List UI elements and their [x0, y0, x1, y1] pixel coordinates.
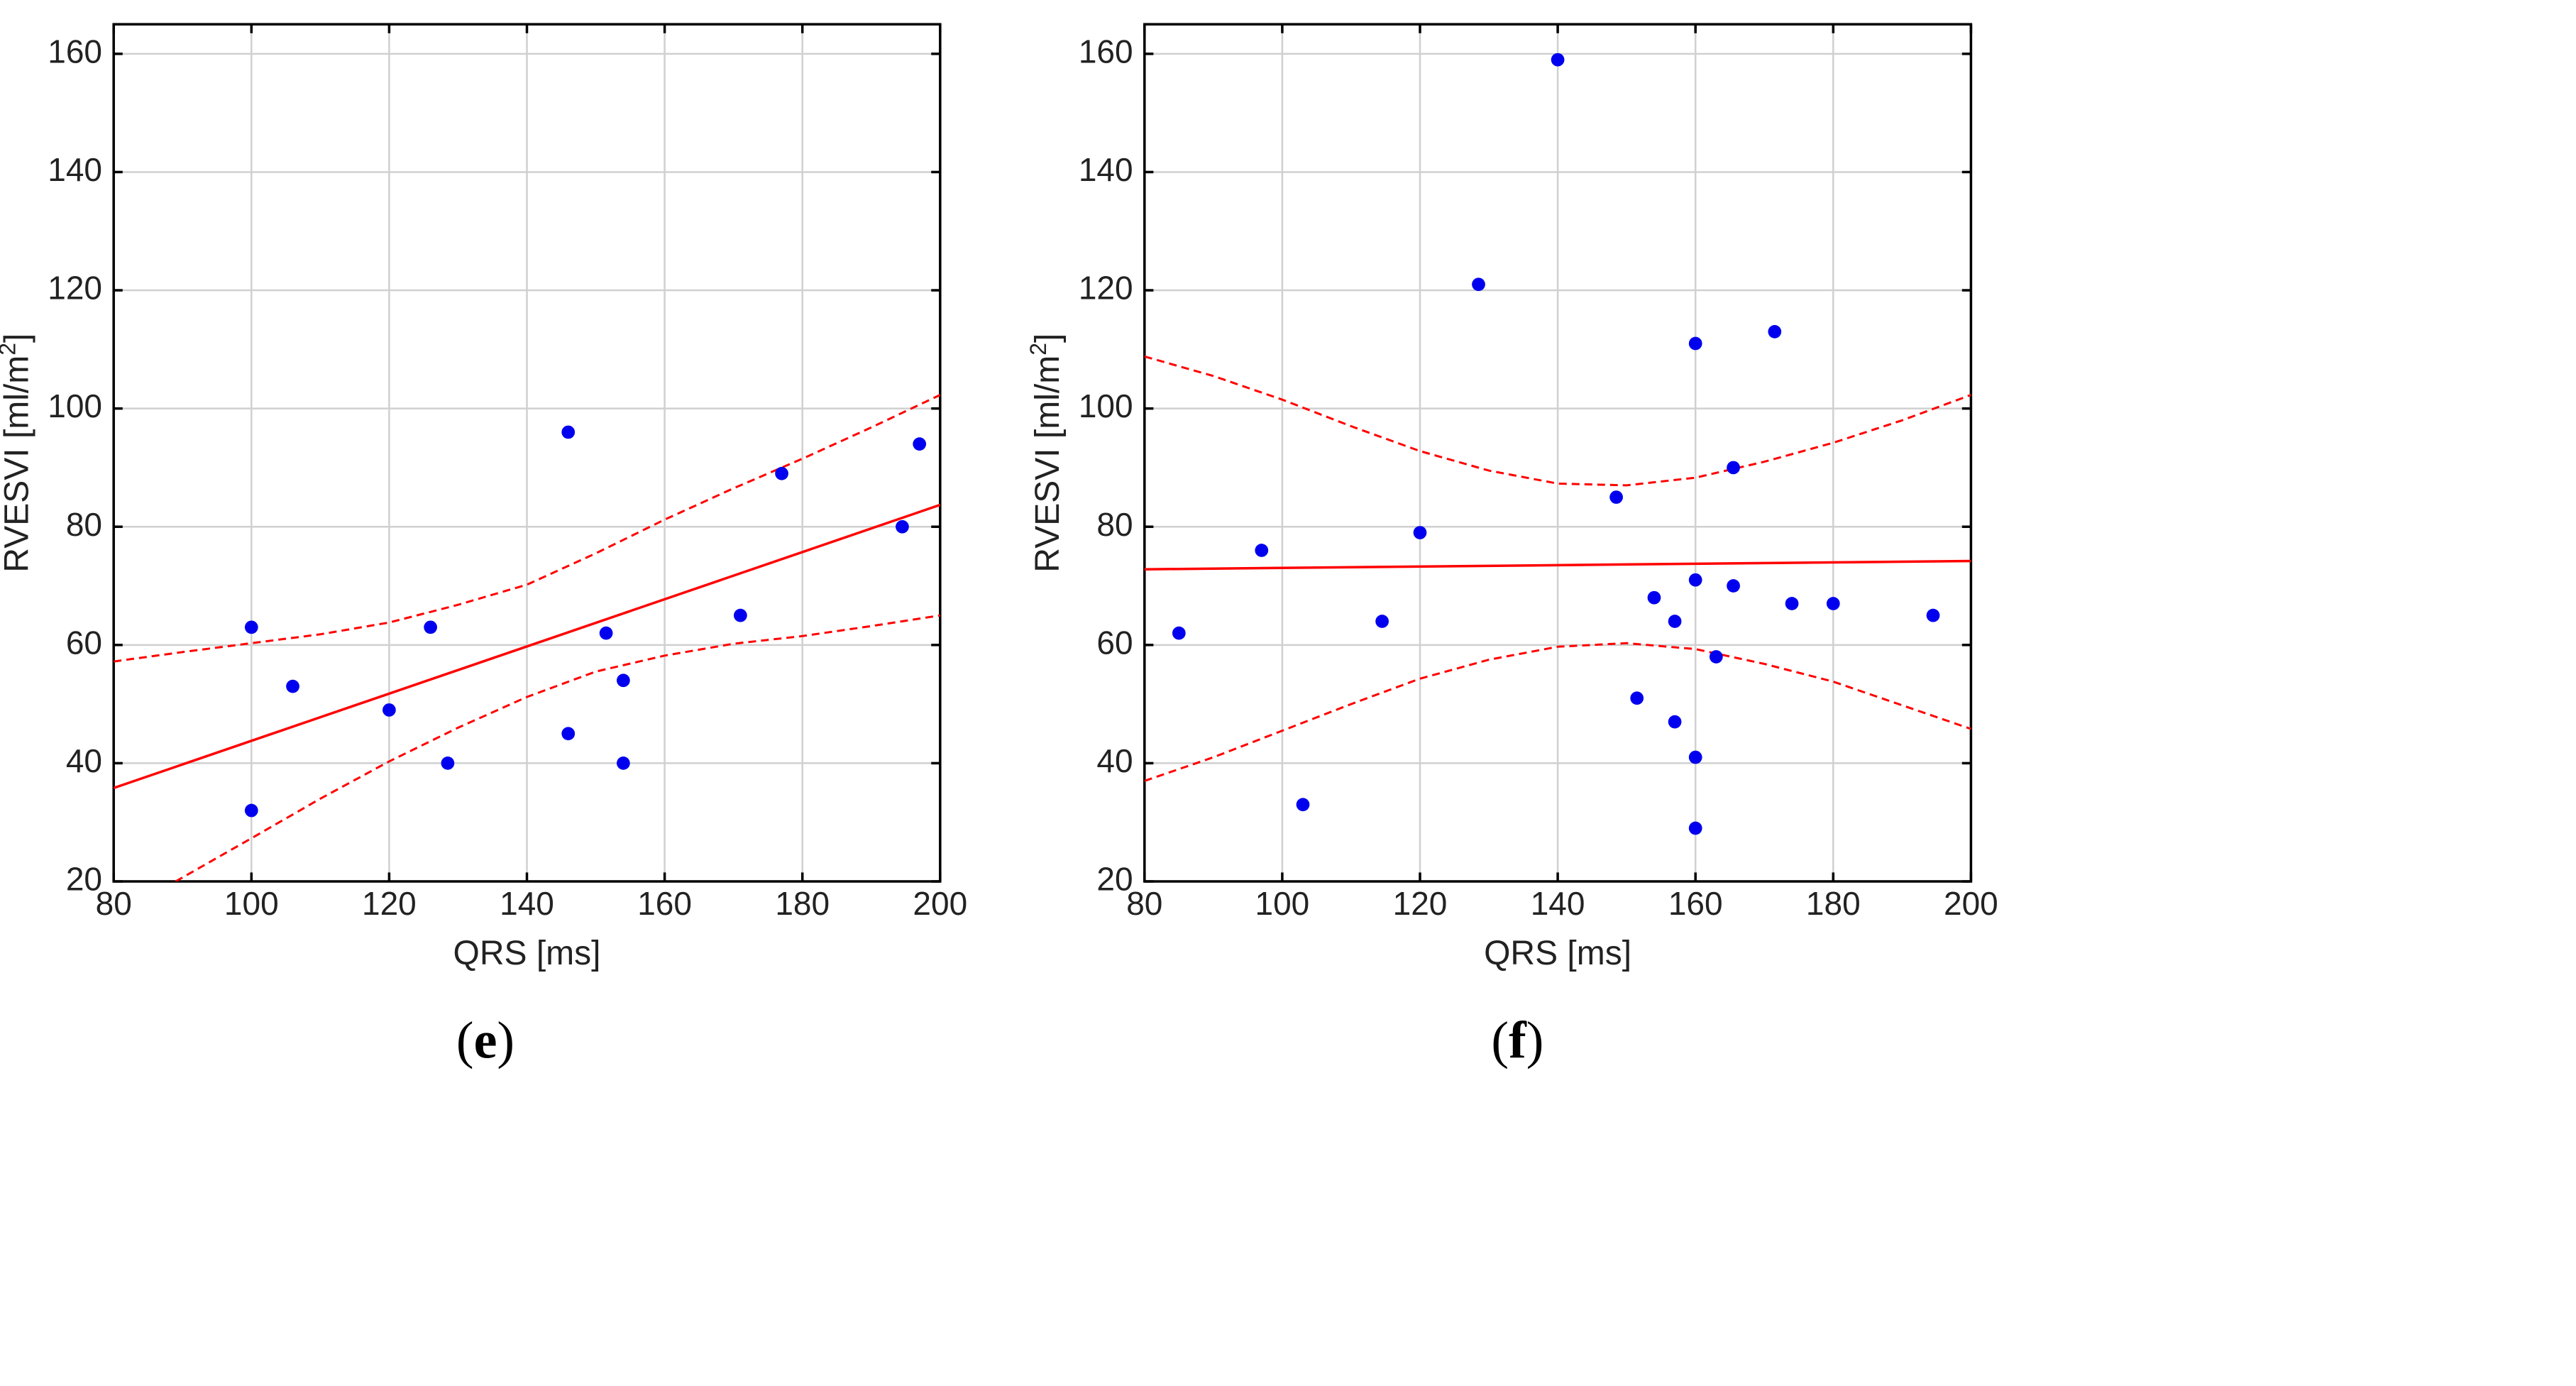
data-point: [382, 703, 396, 717]
panel-label-close: ): [497, 1011, 514, 1069]
panel-label-open: (: [456, 1011, 474, 1069]
data-point: [1768, 324, 1782, 339]
y-tick-label: 60: [1096, 624, 1133, 661]
data-point: [1785, 597, 1799, 610]
data-point: [896, 519, 909, 534]
data-point: [1172, 626, 1186, 640]
ci-lower-line: [1144, 642, 1971, 782]
data-point: [1688, 336, 1702, 351]
y-axis-title-text: RVESVI [ml/m: [1029, 356, 1067, 573]
y-tick-label: 20: [66, 861, 102, 898]
panel-label: (f): [1491, 1011, 1543, 1069]
x-tick-label: 100: [224, 885, 279, 922]
x-tick-label: 200: [913, 885, 967, 922]
panel-f: 80 100 120 140 160 180 200 20 40 60 80 100 120 140 160…: [1025, 23, 1998, 1069]
data-point: [913, 437, 927, 451]
y-axis-title: RVESVI [ml/m2]: [1025, 334, 1067, 573]
x-tick-label: 200: [1944, 885, 1998, 922]
data-point: [1296, 798, 1310, 812]
data-point: [617, 757, 630, 770]
data-point: [1688, 750, 1702, 764]
panel-e: 80 100 120 140 160 180 200 20 40 60 80 100 120 140 160…: [0, 23, 967, 1069]
y-axis-title-end: ]: [0, 334, 36, 343]
x-tick-label: 120: [1393, 885, 1448, 922]
ci-lower-line: [175, 614, 940, 882]
data-point: [441, 757, 455, 770]
data-point: [1551, 53, 1565, 67]
y-axis-title-superscript: 2: [1025, 343, 1051, 356]
data-point: [1668, 715, 1682, 729]
y-tick-label: 140: [1079, 151, 1133, 188]
x-tick-label: 100: [1255, 885, 1310, 922]
data-point: [1688, 821, 1702, 835]
panel-label-letter: f: [1509, 1011, 1527, 1069]
data-point: [1688, 573, 1702, 587]
y-tick-label: 120: [48, 270, 102, 307]
x-tick-label: 140: [500, 885, 554, 922]
y-axis-title-end: ]: [1029, 334, 1067, 343]
y-tick-label: 160: [48, 33, 102, 70]
data-point: [1472, 277, 1485, 292]
ci-upper-line: [1144, 355, 1971, 487]
data-point: [1826, 597, 1840, 610]
x-tick-label: 80: [96, 885, 132, 922]
panel-label-open: (: [1491, 1011, 1509, 1069]
y-tick-label: 100: [1079, 387, 1133, 424]
regression-lines: [114, 394, 940, 882]
y-tick-label: 40: [1096, 742, 1133, 779]
data-point: [617, 673, 630, 688]
data-point: [733, 608, 747, 622]
panel-label-letter: e: [474, 1011, 497, 1069]
x-axis-title: QRS [ms]: [1484, 935, 1631, 972]
y-tick-label: 160: [1079, 33, 1133, 70]
y-tick-label: 140: [48, 151, 102, 188]
y-tick-label: 40: [66, 742, 102, 779]
x-tick-label: 180: [775, 885, 830, 922]
x-tick-label: 120: [362, 885, 417, 922]
x-axis-title: QRS [ms]: [453, 935, 600, 972]
data-point: [286, 679, 299, 693]
data-point: [1727, 579, 1740, 593]
y-axis-title: RVESVI [ml/m2]: [0, 334, 36, 573]
data-point: [561, 727, 576, 741]
fit-line: [114, 503, 940, 790]
panel-label: (e): [456, 1011, 514, 1069]
y-tick-label: 100: [48, 387, 102, 424]
data-point: [1926, 608, 1940, 622]
x-tick-label: 140: [1531, 885, 1585, 922]
data-point: [1375, 615, 1389, 628]
panel-label-close: ): [1526, 1011, 1544, 1069]
regression-lines: [1144, 355, 1971, 782]
fit-line: [1144, 559, 1971, 571]
data-point: [1609, 490, 1623, 504]
data-point: [1647, 590, 1661, 605]
y-tick-label: 120: [1079, 270, 1133, 307]
data-point: [775, 466, 788, 480]
y-tick-label: 60: [66, 624, 102, 661]
x-tick-label: 180: [1806, 885, 1861, 922]
data-point: [561, 425, 576, 439]
data-point: [1709, 650, 1723, 664]
data-point: [1255, 544, 1269, 557]
y-tick-label: 80: [66, 506, 102, 543]
data-point: [1630, 691, 1644, 705]
x-tick-label: 160: [1668, 885, 1723, 922]
data-point: [244, 803, 258, 818]
data-point: [1727, 461, 1740, 475]
data-point: [1413, 526, 1427, 539]
y-tick-label: 80: [1096, 506, 1133, 543]
y-tick-label: 20: [1096, 861, 1133, 898]
y-axis-title-text: RVESVI [ml/m: [0, 356, 36, 573]
y-axis-title-superscript: 2: [0, 343, 21, 356]
data-point: [599, 626, 613, 640]
x-tick-label: 160: [637, 885, 692, 922]
x-tick-label: 80: [1126, 885, 1162, 922]
data-point: [424, 620, 437, 634]
data-point: [244, 620, 258, 634]
data-point: [1668, 615, 1682, 628]
